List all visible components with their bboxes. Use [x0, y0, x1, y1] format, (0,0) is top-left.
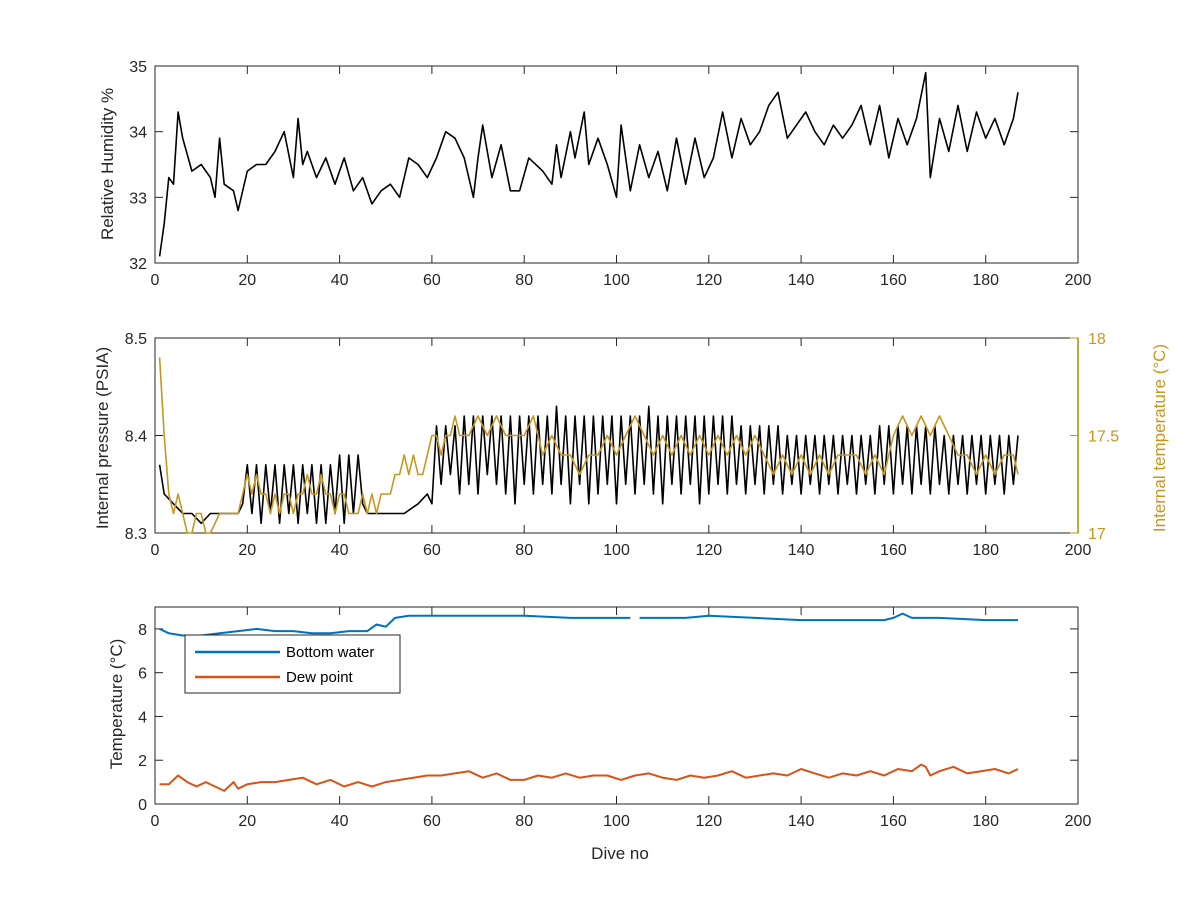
x-tick-label: 100 — [603, 813, 630, 830]
right-y-tick-label: 18 — [1088, 331, 1106, 348]
legend-label-bottom-water: Bottom water — [286, 644, 374, 661]
x-tick-label: 0 — [151, 542, 160, 559]
x-tick-label: 200 — [1065, 272, 1092, 289]
x-tick-label: 200 — [1065, 542, 1092, 559]
x-tick-label: 60 — [423, 813, 441, 830]
plot-area-2: 0 20 40 60 80 100 120 140 160 180 200 0 2 4 6 8 — [138, 606, 1092, 830]
y-tick-label: 32 — [129, 256, 147, 273]
bottom-water-line-0 — [159, 614, 631, 637]
legend-box — [184, 634, 401, 694]
y-tick-label: 6 — [138, 666, 147, 683]
x-tick-label: 20 — [238, 542, 256, 559]
y-tick-label: 2 — [138, 753, 147, 770]
x-tick-label: 60 — [423, 272, 441, 289]
x-tick-label: 80 — [515, 272, 533, 289]
x-tick-label: 120 — [695, 542, 722, 559]
right-y-tick-label: 17.5 — [1088, 429, 1119, 446]
x-tick-label: 40 — [331, 542, 349, 559]
legend-label-dew-point: Dew point — [286, 669, 354, 686]
y-tick-label: 8.5 — [125, 331, 147, 348]
x-tick-label: 120 — [695, 272, 722, 289]
y-tick-label: 8.3 — [125, 526, 147, 543]
temperature-ylabel: Temperature (°C) — [107, 639, 126, 770]
series-1-1-line — [158, 357, 1019, 534]
x-tick-label: 20 — [238, 272, 256, 289]
temperature-xlabel: Dive no — [591, 844, 649, 863]
x-tick-label: 100 — [603, 542, 630, 559]
pressure-ylabel: Internal pressure (PSIA) — [93, 347, 112, 529]
bottom-water-line-1 — [639, 612, 1018, 622]
x-tick-label: 80 — [515, 813, 533, 830]
temperature-panel: 0 20 40 60 80 100 120 140 160 180 200 0 2 4 6 8 Tempera… — [107, 606, 1092, 863]
internal-temperature-ylabel: Internal temperature (°C) — [1150, 344, 1169, 532]
pressure-temperature-panel: 0 20 40 60 80 100 120 140 160 180 200 8.3 8.4 8.5 17 17… — [93, 331, 1169, 559]
x-tick-label: 60 — [423, 542, 441, 559]
y-tick-label: 34 — [129, 125, 147, 142]
x-tick-label: 0 — [151, 813, 160, 830]
dew-point-line — [159, 763, 1019, 792]
x-tick-label: 200 — [1065, 813, 1092, 830]
y-tick-label: 35 — [129, 59, 147, 76]
x-tick-label: 140 — [788, 272, 815, 289]
x-tick-label: 140 — [788, 813, 815, 830]
right-y-tick-label: 17 — [1088, 526, 1106, 543]
humidity-ylabel: Relative Humidity % — [98, 88, 117, 240]
x-tick-label: 40 — [331, 272, 349, 289]
series-1-0-line — [158, 405, 1019, 525]
x-tick-label: 180 — [972, 813, 999, 830]
y-tick-label: 33 — [129, 190, 147, 207]
x-tick-label: 120 — [695, 813, 722, 830]
x-tick-label: 140 — [788, 542, 815, 559]
x-tick-label: 180 — [972, 272, 999, 289]
x-tick-label: 20 — [238, 813, 256, 830]
x-tick-label: 160 — [880, 813, 907, 830]
series-0-0-line — [158, 71, 1019, 257]
y-tick-label: 0 — [138, 797, 147, 814]
legend: Bottom water Dew point — [184, 634, 401, 694]
y-tick-label: 4 — [138, 709, 147, 726]
humidity-panel: 0 20 40 60 80 100 120 140 160 180 200 32 33 34 35 Rela… — [98, 59, 1091, 289]
y-tick-label: 8.4 — [125, 429, 147, 446]
plot-area-0: 0 20 40 60 80 100 120 140 160 180 200 32 33 34 35 — [129, 59, 1091, 289]
x-tick-label: 160 — [880, 272, 907, 289]
x-tick-label: 80 — [515, 542, 533, 559]
x-tick-label: 180 — [972, 542, 999, 559]
plot-area-1: 0 20 40 60 80 100 120 140 160 180 200 8.3 8.4 8.5 17 17… — [125, 331, 1119, 559]
x-tick-label: 100 — [603, 272, 630, 289]
x-tick-label: 40 — [331, 813, 349, 830]
axes-frame — [154, 65, 1079, 264]
x-tick-label: 160 — [880, 542, 907, 559]
y-tick-label: 8 — [138, 622, 147, 639]
x-tick-label: 0 — [151, 272, 160, 289]
